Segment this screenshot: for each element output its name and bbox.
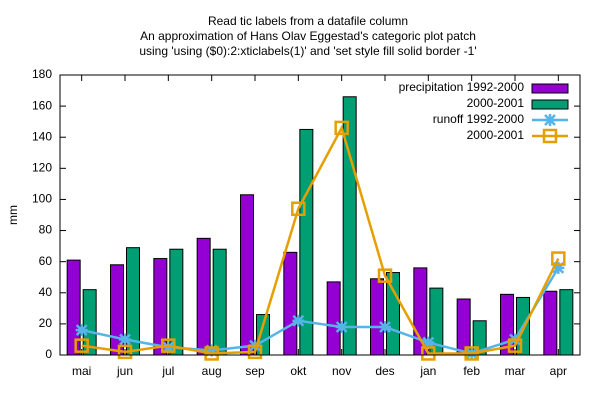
marker xyxy=(335,321,348,333)
chart-title: An approximation of Hans Olav Eggestad's… xyxy=(140,29,476,43)
plot-border xyxy=(59,74,581,356)
legend-label: precipitation 1992-2000 xyxy=(399,80,525,94)
legend-marker xyxy=(542,128,558,144)
bar xyxy=(543,290,558,356)
x-tick-label: des xyxy=(375,364,394,378)
y-axis-label: mm xyxy=(6,205,20,225)
y-tick-label: 0 xyxy=(45,347,52,361)
y-tick-label: 40 xyxy=(39,285,53,299)
x-tick-label: aug xyxy=(202,364,222,378)
marker xyxy=(507,338,523,353)
marker xyxy=(552,261,565,274)
marker xyxy=(204,346,219,361)
x-tick-label: jul xyxy=(161,364,174,378)
marker xyxy=(75,324,88,337)
x-tick-label: jun xyxy=(116,364,133,378)
marker xyxy=(117,344,133,360)
bar xyxy=(212,248,227,356)
bar xyxy=(196,237,211,356)
legend-label: runoff 1992-2000 xyxy=(433,112,525,126)
marker xyxy=(379,321,391,333)
marker xyxy=(205,344,218,357)
x-tick-label: feb xyxy=(463,364,480,378)
chart-title: Read tic labels from a datafile column xyxy=(208,14,408,28)
y-tick-label: 20 xyxy=(39,316,53,330)
marker xyxy=(421,346,436,361)
x-tick-label: apr xyxy=(550,364,567,378)
marker xyxy=(291,201,306,217)
line xyxy=(81,124,560,355)
y-tick-label: 180 xyxy=(32,67,52,81)
x-tick-label: nov xyxy=(332,364,351,378)
marker xyxy=(292,314,305,327)
marker xyxy=(551,251,566,266)
x-tick-label: mai xyxy=(72,364,91,378)
y-tick-label: 140 xyxy=(32,129,52,143)
y-tick-label: 100 xyxy=(32,192,52,206)
y-tick-label: 60 xyxy=(39,254,53,268)
legend-label: 2000-2001 xyxy=(467,96,525,110)
x-tick-label: okt xyxy=(290,364,307,378)
marker xyxy=(422,336,435,349)
x-tick-label: jan xyxy=(419,364,436,378)
marker xyxy=(161,338,176,353)
bar xyxy=(559,289,574,356)
legend-swatch xyxy=(531,99,569,110)
marker xyxy=(247,344,263,360)
x-tick-label: mar xyxy=(505,364,526,378)
marker xyxy=(162,341,175,354)
legend-label: 2000-2001 xyxy=(467,128,525,142)
marker xyxy=(74,338,89,353)
y-tick-label: 120 xyxy=(32,161,52,175)
x-tick-label: sep xyxy=(245,364,265,378)
chart-title: using 'using ($0):2:xticlabels(1)' and '… xyxy=(139,44,476,58)
marker xyxy=(377,268,393,283)
bar xyxy=(240,194,254,356)
marker xyxy=(464,346,479,361)
y-tick-label: 160 xyxy=(32,98,52,112)
marker xyxy=(119,333,131,346)
bar xyxy=(283,251,298,356)
bar xyxy=(326,281,341,356)
legend-marker xyxy=(544,114,556,126)
bar xyxy=(370,278,384,356)
line xyxy=(81,267,560,355)
marker xyxy=(334,120,349,136)
legend-swatch xyxy=(531,83,569,94)
y-tick-label: 80 xyxy=(39,223,53,237)
bar xyxy=(386,272,400,356)
